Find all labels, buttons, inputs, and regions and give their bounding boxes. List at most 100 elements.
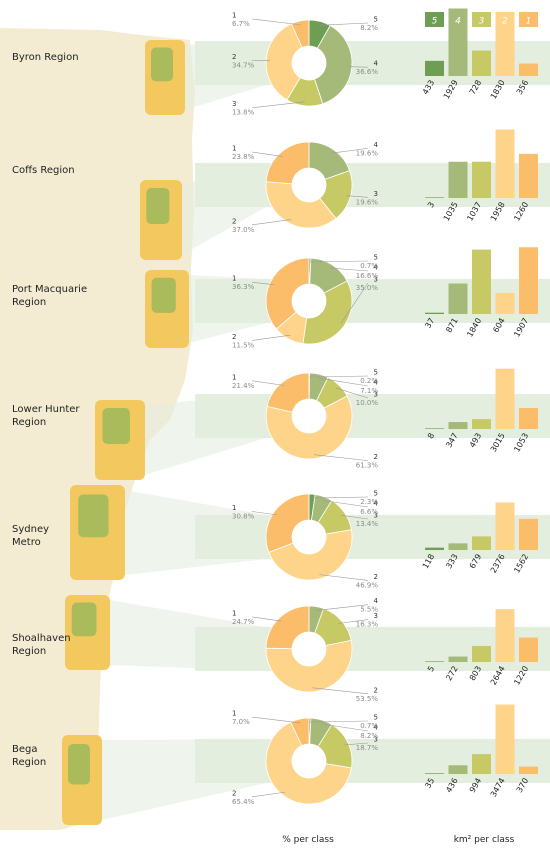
region-name-bega-line-1: Bega: [12, 744, 38, 755]
bar-class-3: [472, 249, 491, 314]
bar-class-3: [472, 419, 491, 429]
pie-label-class: 4: [374, 500, 379, 508]
pie-label-percent: 0.7%: [360, 262, 378, 270]
pie-leader-line: [322, 500, 369, 508]
region-name-sydney: Sydney Metro: [12, 524, 52, 548]
pie-label-class: 5: [374, 490, 378, 498]
legend-label-class-4: 4: [455, 17, 461, 27]
pie-hole: [292, 46, 326, 80]
bar-value-label: 5: [426, 665, 436, 674]
pie-leader-line: [309, 260, 369, 263]
bar-class-2: [495, 704, 515, 774]
pie-label-class: 1: [232, 275, 236, 283]
pie-label-percent: 35.0%: [356, 284, 379, 292]
pie-label-percent: 8.2%: [360, 732, 378, 740]
bar-class-3: [472, 536, 491, 550]
legend-swatch-class-3: [472, 12, 491, 27]
pie-label-class: 4: [374, 264, 379, 272]
bar-class-5: [425, 547, 444, 550]
region-name-shoalhaven-line-1: Shoalhaven: [12, 633, 71, 644]
bar-class-4: [448, 765, 468, 774]
pie-label-percent: 61.3%: [356, 462, 379, 470]
pie-label-class: 4: [374, 597, 379, 605]
pie-label-class: 3: [374, 736, 378, 744]
region-name-port-macquarie-line-1: Port Macquarie: [12, 284, 87, 295]
pie-leader-line: [329, 267, 369, 272]
pie-label-class: 1: [232, 710, 236, 718]
bar-value-label: 8: [426, 432, 436, 441]
bar-class-3: [472, 161, 491, 198]
bar-class-5: [425, 197, 444, 198]
pie-leader-line: [251, 101, 305, 109]
map-connector: [110, 600, 266, 671]
pie-label-class: 2: [232, 217, 236, 225]
region-map-vegetation: [151, 47, 173, 82]
bar-class-2: [495, 609, 515, 662]
pie-label-percent: 7.0%: [232, 718, 250, 726]
pie-label-class: 1: [232, 145, 236, 153]
legend-swatch-class-2: [495, 12, 515, 27]
bar-class-2: [495, 11, 515, 77]
bar-value-label: 37: [423, 317, 436, 330]
charts-layer: 16.7%234.7%313.8%436.6%58.2%123.8%237.0%…: [102, 8, 550, 820]
legend-label-class-5: 5: [432, 17, 438, 27]
pie-label-percent: 11.5%: [232, 341, 255, 349]
pie-label-percent: 13.4%: [356, 520, 379, 528]
pie-leader-line: [318, 377, 369, 387]
pie-label-class: 2: [232, 53, 236, 61]
pie-leader-line: [312, 687, 369, 695]
bar-class-2: [495, 368, 515, 429]
legend-label-class-1: 1: [526, 17, 532, 27]
bar-value-label: 3: [426, 201, 436, 210]
pie-leader-line: [251, 380, 285, 386]
pie-label-class: 1: [232, 373, 236, 381]
pie-label-percent: 6.7%: [232, 20, 250, 28]
pie-leader-line: [331, 147, 369, 154]
pie-hole: [292, 168, 326, 202]
pie-label-percent: 13.8%: [232, 109, 255, 117]
bar-class-4: [448, 543, 468, 550]
map-connector: [182, 163, 266, 255]
pie-label-class: 3: [374, 612, 378, 620]
pie-leader-line: [251, 616, 282, 622]
pie-label-percent: 0.2%: [360, 377, 378, 385]
pie-leader-line: [251, 511, 277, 516]
bar-class-1: [519, 766, 538, 774]
pie-label-class: 1: [232, 504, 236, 512]
pie-label-class: 5: [374, 714, 378, 722]
pie-label-class: 4: [374, 141, 379, 149]
pie-label-percent: 30.8%: [232, 512, 255, 520]
pie-label-percent: 36.6%: [356, 68, 379, 76]
pie-label-percent: 16.3%: [356, 621, 379, 629]
pie-leader-line: [315, 604, 369, 611]
pie-label-class: 1: [232, 11, 236, 19]
region-name-port-macquarie-line-2: Region: [12, 297, 46, 308]
pie-label-percent: 24.7%: [232, 618, 255, 626]
region-name-bega: Bega Region: [12, 744, 46, 768]
pie-hole: [292, 399, 326, 433]
bar-class-1: [519, 153, 538, 198]
pie-leader-line: [313, 454, 369, 461]
pie-footer-label: % per class: [282, 835, 334, 845]
pie-label-percent: 16.6%: [356, 272, 379, 280]
bar-class-5: [425, 312, 444, 314]
pie-leader-line: [309, 720, 369, 723]
pie-label-percent: 5.5%: [360, 606, 378, 614]
pie-label-class: 3: [374, 276, 378, 284]
pie-leader-line: [311, 496, 369, 499]
pie-label-class: 4: [374, 379, 379, 387]
pie-label-class: 1: [232, 609, 236, 617]
region-name-lower-hunter: Lower Hunter Region: [12, 404, 83, 428]
region-name-bega-line-2: Region: [12, 757, 46, 768]
pie-label-percent: 6.6%: [360, 508, 378, 516]
legend-swatch-class-4: [448, 12, 468, 27]
bar-class-1: [519, 407, 538, 429]
region-name-byron: Byron Region: [12, 52, 79, 63]
pie-slice-class-1: [266, 372, 310, 413]
pie-leader-line: [346, 195, 369, 198]
region-map-vegetation: [146, 188, 170, 224]
pie-label-percent: 8.2%: [360, 24, 378, 32]
pie-leader-line: [251, 716, 301, 724]
pie-leader-line: [251, 334, 291, 341]
